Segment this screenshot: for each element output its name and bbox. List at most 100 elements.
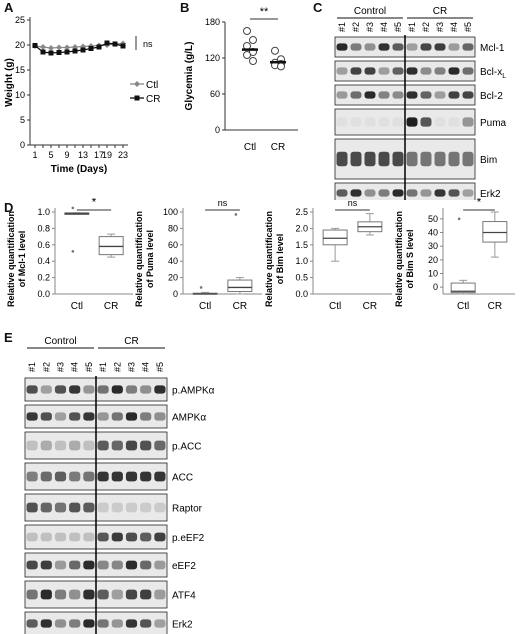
lane-label: #1	[337, 22, 347, 32]
blot-band	[364, 43, 376, 51]
blot-band	[350, 67, 362, 75]
blot-band	[83, 589, 95, 600]
x-tick-label: 17	[94, 150, 104, 160]
x-tick-label: CR	[488, 301, 502, 312]
y-tick-label: 20	[168, 273, 178, 283]
blot-band	[97, 502, 109, 513]
y-axis-title-line2: of Mcl-1 level	[17, 231, 27, 288]
subscript: L	[502, 73, 506, 80]
data-point	[120, 43, 126, 49]
blot-band	[111, 471, 123, 482]
lane-label: #1	[27, 362, 37, 372]
blot-band	[378, 151, 390, 167]
legend-label: CR	[146, 94, 160, 105]
panel-label-c: C	[313, 0, 323, 15]
blot-band	[40, 502, 52, 513]
y-tick-label: 0.2	[37, 273, 50, 283]
blot-band	[26, 440, 38, 451]
data-point	[64, 44, 70, 51]
y-tick-label: 0.0	[295, 289, 308, 299]
group-label-cr: CR	[433, 6, 447, 17]
blot-band	[378, 91, 390, 99]
blot-row-label: ACC	[172, 473, 193, 484]
x-tick-label: 13	[78, 150, 88, 160]
y-axis-title-line1: Relative quantification	[394, 211, 404, 307]
blot-band	[26, 589, 38, 600]
blot-band	[140, 619, 152, 628]
data-point	[88, 46, 94, 51]
blot-band	[54, 440, 67, 451]
y-axis-title-line2: of Bim S level	[405, 229, 415, 288]
blot-band	[462, 117, 474, 127]
blot-band	[125, 385, 138, 394]
blot-band	[140, 560, 152, 570]
blot-row-label: Erk2	[480, 189, 501, 200]
blot-band	[125, 502, 138, 513]
x-axis-title: Time (Days)	[51, 164, 108, 175]
blot-row-label: p.ACC	[172, 442, 201, 453]
blot-band	[350, 151, 362, 167]
blot-band	[420, 43, 432, 51]
x-tick-label: Ctl	[71, 301, 83, 312]
x-tick-label: Ctl	[329, 301, 341, 312]
lane-label: #5	[463, 22, 473, 32]
x-tick-label: CR	[104, 301, 118, 312]
blot-row-label: p.AMPKα	[172, 386, 215, 397]
blot-row-label: Mcl-1	[480, 43, 505, 54]
blot-band	[378, 43, 390, 51]
data-point	[48, 50, 54, 56]
y-tick-label: 30	[428, 241, 438, 251]
significance-label: ns	[218, 198, 228, 208]
lane-label: #5	[155, 362, 165, 372]
blot-band	[26, 502, 38, 513]
blot-band	[97, 560, 109, 570]
blot-band	[434, 117, 446, 127]
box	[98, 236, 124, 256]
data-point	[249, 36, 257, 44]
y-tick-label: 1.5	[295, 240, 308, 250]
data-point	[40, 49, 46, 55]
blot-band	[154, 412, 166, 421]
blot-band	[125, 589, 138, 600]
blot-band	[420, 91, 432, 99]
blot-band	[364, 67, 376, 75]
blot-band	[378, 189, 390, 197]
significance-label: **	[260, 6, 269, 18]
blot-band	[40, 589, 52, 600]
panel-label-a: A	[4, 0, 14, 15]
box	[227, 279, 253, 293]
blot-band	[97, 471, 109, 482]
blot-band	[350, 91, 362, 99]
blot-band	[40, 532, 52, 542]
blot-band	[26, 412, 38, 421]
blot-band	[54, 412, 67, 421]
blot-band	[83, 502, 95, 513]
blot-row-label: Erk2	[172, 620, 193, 631]
legend-marker	[134, 81, 140, 87]
blot-band	[83, 440, 95, 451]
blot-band	[69, 532, 81, 542]
lane-label: #2	[421, 22, 431, 32]
y-tick-label: 10	[428, 269, 438, 279]
blot-band	[462, 151, 474, 167]
legend-marker	[134, 95, 140, 101]
y-tick-label: 0	[433, 282, 438, 292]
y-tick-label: 2.5	[295, 207, 308, 217]
blot-band	[448, 151, 460, 167]
data-point	[80, 47, 86, 53]
lane-label: #4	[141, 362, 151, 372]
lane-label: #3	[435, 22, 445, 32]
series-line-Ctl	[34, 42, 124, 49]
blot-band	[111, 440, 123, 451]
blot-band	[462, 91, 474, 99]
blot-band	[392, 117, 404, 127]
blot-band	[448, 91, 460, 99]
data-point	[40, 44, 46, 50]
y-axis-title-line2: of Puma level	[145, 230, 155, 288]
data-point	[64, 49, 70, 55]
blot-band	[434, 67, 446, 75]
y-axis-title: Weight (g)	[4, 58, 15, 107]
blot-band	[125, 619, 138, 628]
y-tick-label: 50	[428, 214, 438, 224]
y-tick-label: 1.0	[37, 207, 50, 217]
